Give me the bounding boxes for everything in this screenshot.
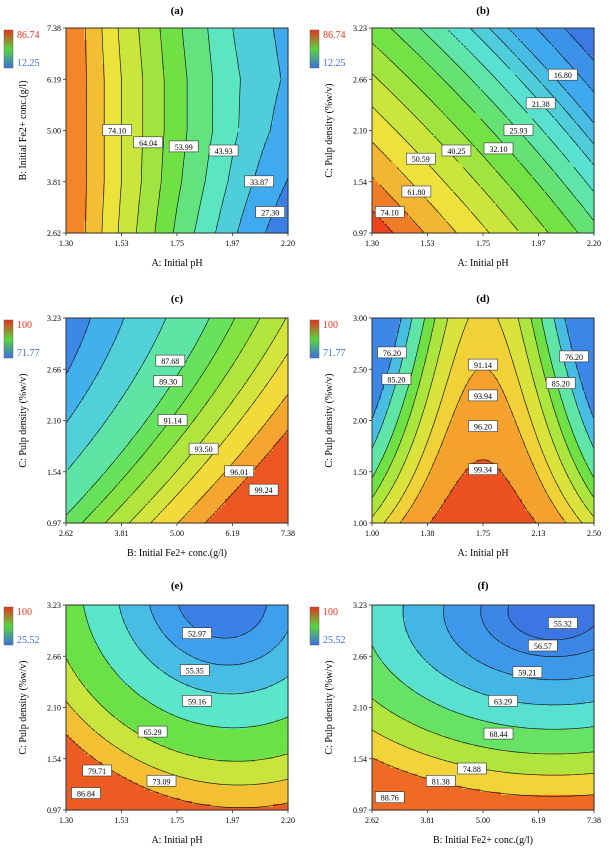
panel-a: (a)1.30 1.53 1.75 1.97 2.202.623.815.006.197…: [4, 5, 295, 269]
contour-fill: [66, 28, 289, 234]
